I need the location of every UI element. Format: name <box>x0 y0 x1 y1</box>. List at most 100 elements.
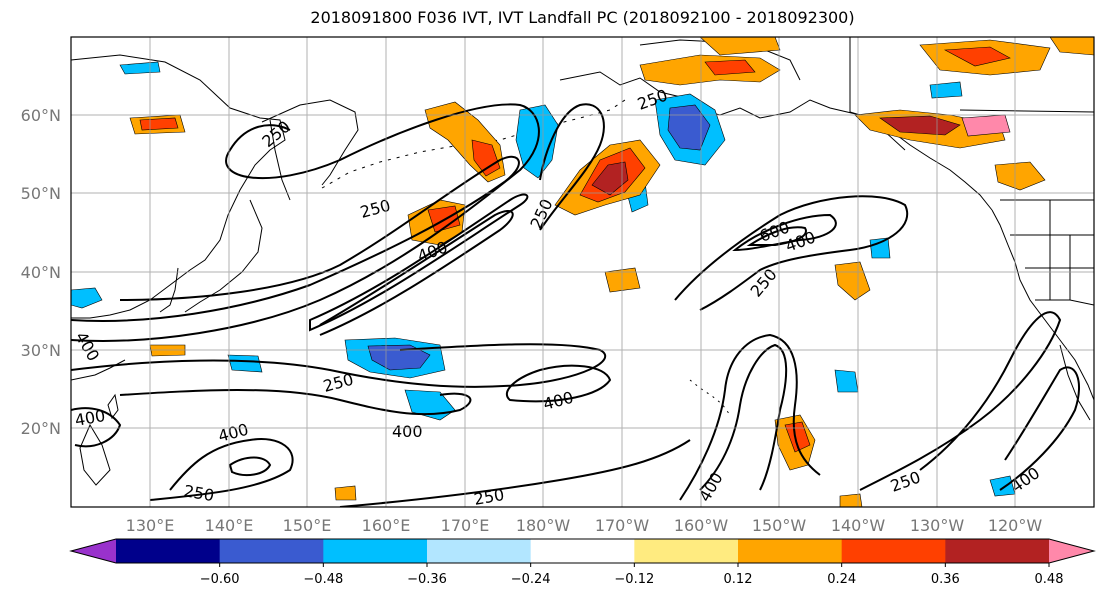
contour-400-west <box>71 155 520 322</box>
ivt-contours <box>71 103 1080 507</box>
gridlines <box>71 37 1094 507</box>
contour-400-southeast <box>999 366 1080 491</box>
negative-patch-east-2 <box>869 237 891 259</box>
lat-label: 60°N <box>21 106 61 125</box>
hawaii-islands <box>689 379 731 416</box>
contour-600-east-jet <box>746 226 807 246</box>
colorbar-outline <box>69 538 1096 564</box>
contour-400-east-jet <box>732 213 837 252</box>
positive-patch-ne-coast <box>994 161 1046 191</box>
colorbar-segment <box>634 539 739 563</box>
positive-patch-20n-core <box>784 421 811 453</box>
colorbar-tick-label: −0.12 <box>614 572 654 587</box>
contour-250-sw <box>149 438 294 501</box>
lon-label: 150°W <box>752 516 807 535</box>
contour-400-south <box>119 389 472 416</box>
colorbar-segment <box>738 539 843 563</box>
negative-patch-ne <box>929 81 963 99</box>
colorbar-tick-label: 0.36 <box>931 572 960 587</box>
colorbar-tick-label: 0.12 <box>724 572 753 587</box>
lon-label: 180°W <box>516 516 571 535</box>
coastline-baja <box>1059 344 1091 421</box>
colorbar-ticks: −0.60 −0.48 −0.36 −0.24 −0.12 0.12 0.24 0.36 0.4… <box>200 563 1064 587</box>
colorbar-extend-high <box>1049 539 1094 563</box>
coastline-kamchatka <box>261 99 359 186</box>
lon-label: 120°W <box>988 516 1043 535</box>
colorbar-segment <box>841 539 946 563</box>
colorbar: −0.60 −0.48 −0.36 −0.24 −0.12 0.12 0.24 0.36 0.4… <box>69 538 1096 587</box>
contour-250-southeast <box>859 311 1062 491</box>
positive-patch-sw <box>334 485 357 501</box>
positive-patch-far-northeast <box>1049 37 1094 56</box>
colorbar-segments <box>71 539 1094 563</box>
lon-label: 170°W <box>595 516 650 535</box>
contour-250-south-long <box>339 439 691 507</box>
positive-pc-patches <box>129 37 1094 507</box>
coastline-korea <box>159 267 179 313</box>
coastline-philippines <box>79 423 111 486</box>
contour-label: 250 <box>472 485 505 509</box>
state-lines <box>1010 200 1094 300</box>
map-frame <box>70 36 1095 508</box>
colorbar-tick-label: −0.60 <box>200 572 240 587</box>
contour-250-aleutian <box>539 103 605 231</box>
lon-label: 130°E <box>126 516 175 535</box>
lat-label: 40°N <box>21 263 61 282</box>
coastline-sakhalin <box>269 119 291 201</box>
colorbar-segment <box>323 539 428 563</box>
contour-250-hawaii <box>679 333 821 501</box>
contour-250-east-jet <box>674 195 908 311</box>
positive-patch-northeast-core <box>943 46 1011 67</box>
lon-label: 140°E <box>205 516 254 535</box>
lon-label: 150°E <box>283 516 332 535</box>
contour-400-mid <box>505 364 612 403</box>
contour-400-sw-loop <box>228 456 272 477</box>
negative-patch-east <box>834 369 859 393</box>
colorbar-segment <box>530 539 635 563</box>
coastline-taiwan <box>107 393 119 420</box>
colorbar-segment <box>116 539 221 563</box>
colorbar-tick-label: 0.48 <box>1035 572 1064 587</box>
border-canada-north <box>959 109 1094 113</box>
colorbar-tick-label: −0.48 <box>303 572 343 587</box>
contour-400-far-sw <box>71 407 122 448</box>
coastline-alaska <box>559 71 993 211</box>
positive-patch-north-center-core <box>704 59 756 76</box>
lat-label: 30°N <box>21 341 61 360</box>
positive-patch-west-45-core <box>139 117 179 131</box>
map-title: 2018091800 F036 IVT, IVT Landfall PC (20… <box>310 8 855 27</box>
coastline-asia <box>71 54 286 319</box>
lon-label: 160°W <box>674 516 729 535</box>
negative-patch-far-west <box>71 287 103 309</box>
contour-400-central <box>319 210 514 336</box>
positive-patch-alaska-panhandle-core <box>879 115 961 136</box>
colorbar-segment <box>219 539 324 563</box>
positive-patch-se <box>839 493 863 507</box>
lon-label: 130°W <box>910 516 965 535</box>
coastline-north-america <box>991 209 1094 401</box>
positive-patch-north-top <box>699 37 781 56</box>
negative-patch-alaska-gulf-core <box>667 104 711 151</box>
lon-label: 170°E <box>441 516 490 535</box>
longitude-labels: 130°E 140°E 150°E 160°E 170°E 180°W 170°… <box>126 516 1043 535</box>
contour-400-hawaii <box>699 343 788 491</box>
positive-patch-pink <box>961 114 1011 137</box>
negative-patch-west <box>227 354 263 373</box>
contour-250-south <box>71 343 607 388</box>
lon-label: 160°E <box>362 516 411 535</box>
lon-label: 140°W <box>831 516 886 535</box>
map-area: 250 250 400 250 600 400 250 400 250 400 … <box>71 37 1094 509</box>
colorbar-segment <box>945 539 1050 563</box>
lat-label: 20°N <box>21 419 61 438</box>
positive-patch-kamchatka-core <box>471 139 501 177</box>
negative-patch-central-pacific-core <box>367 344 431 371</box>
contour-label: 400 <box>392 422 423 441</box>
colorbar-tick-label: −0.36 <box>407 572 447 587</box>
colorbar-tick-label: 0.24 <box>827 572 856 587</box>
colorbar-extend-low <box>71 539 116 563</box>
colorbar-segment <box>427 539 532 563</box>
coastlines <box>71 39 1094 486</box>
lat-label: 50°N <box>21 184 61 203</box>
colorbar-tick-label: −0.24 <box>511 572 551 587</box>
